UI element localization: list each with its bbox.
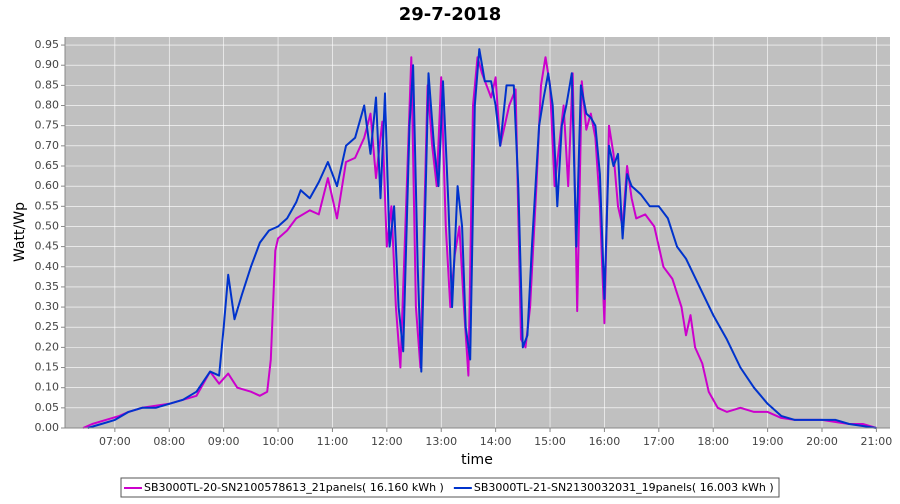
y-axis-label: Watt/Wp	[12, 202, 28, 262]
y-tick-label: 0.70	[35, 139, 60, 152]
y-tick-label: 0.15	[35, 361, 60, 374]
y-tick-label: 0.45	[35, 240, 60, 253]
plot-area	[65, 37, 890, 428]
x-tick-label: 10:00	[262, 435, 294, 448]
x-tick-label: 13:00	[425, 435, 457, 448]
x-tick-label: 20:00	[806, 435, 838, 448]
x-tick-label: 19:00	[752, 435, 784, 448]
lines	[82, 48, 877, 429]
chart-title: 29-7-2018	[399, 4, 502, 25]
x-tick-label: 18:00	[697, 435, 729, 448]
x-tick-label: 07:00	[99, 435, 131, 448]
series-line	[82, 56, 877, 429]
x-axis-label: time	[461, 452, 493, 468]
y-tick-label: 0.80	[35, 99, 60, 112]
y-tick-label: 0.95	[35, 38, 60, 51]
legend-label: SB3000TL-20-SN2100578613_21panels( 16.16…	[144, 481, 444, 494]
x-tick-label: 21:00	[861, 435, 893, 448]
y-tick-label: 0.20	[35, 340, 60, 353]
grid	[65, 37, 890, 429]
y-tick-label: 0.35	[35, 280, 60, 293]
axes: 0.00 0.05 0.10 0.15 0.20 0.25 0.30 0.35 0.40 0.45…	[35, 37, 893, 448]
x-tick-label: 16:00	[589, 435, 621, 448]
y-tick-label: 0.65	[35, 159, 60, 172]
legend-box	[120, 477, 780, 498]
y-tick-label: 0.25	[35, 320, 60, 333]
y-tick-label: 0.00	[35, 421, 60, 434]
series-line	[87, 48, 877, 429]
y-tick-label: 0.05	[35, 401, 60, 414]
legend: SB3000TL-20-SN2100578613_21panels( 16.16…	[124, 481, 774, 494]
x-tick-label: 09:00	[208, 435, 240, 448]
y-tick-label: 0.60	[35, 179, 60, 192]
x-tick-label: 11:00	[317, 435, 349, 448]
x-tick-label: 14:00	[480, 435, 512, 448]
x-tick-label: 17:00	[643, 435, 675, 448]
x-tick-label: 12:00	[371, 435, 403, 448]
y-tick-label: 0.50	[35, 219, 60, 232]
x-tick-label: 08:00	[153, 435, 185, 448]
y-tick-label: 0.40	[35, 260, 60, 273]
y-tick-label: 0.55	[35, 199, 60, 212]
y-tick-label: 0.10	[35, 381, 60, 394]
x-tick-label: 15:00	[534, 435, 566, 448]
y-tick-label: 0.75	[35, 119, 60, 132]
y-tick-label: 0.30	[35, 300, 60, 313]
y-tick-label: 0.90	[35, 58, 60, 71]
y-tick-label: 0.85	[35, 78, 60, 91]
legend-label: SB3000TL-21-SN2130032031_19panels( 16.00…	[474, 481, 774, 494]
